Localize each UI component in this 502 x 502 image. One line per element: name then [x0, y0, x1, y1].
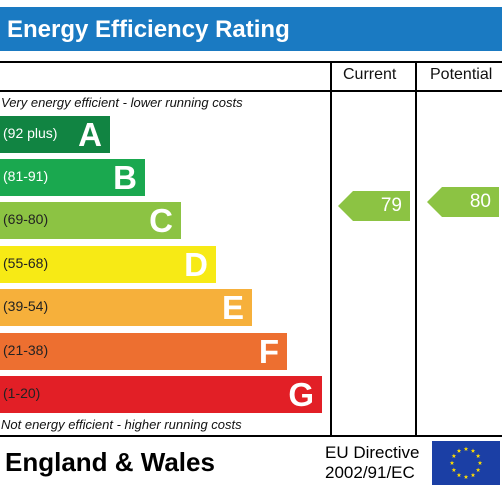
current-rating-value: 79 [380, 195, 402, 216]
eu-star-icon [475, 467, 481, 472]
potential-rating-arrow: 80 [427, 187, 499, 217]
rating-band-c: (69-80) C [0, 202, 181, 239]
eu-star-icon [451, 467, 457, 472]
band-letter: B [113, 159, 137, 196]
eu-flag-icon [432, 441, 500, 485]
eu-star-icon [449, 460, 455, 465]
rating-band-d: (55-68) D [0, 246, 216, 283]
potential-column-divider [415, 61, 417, 437]
eu-star-icon [475, 453, 481, 458]
efficient-note: Very energy efficient - lower running co… [1, 95, 243, 110]
title-bar: Energy Efficiency Rating [0, 7, 502, 51]
eu-star-icon [463, 474, 469, 479]
region-label: England & Wales [5, 447, 215, 477]
band-range: (21-38) [3, 342, 49, 358]
directive-number: 2002/91/EC [325, 463, 415, 482]
inefficient-note: Not energy efficient - higher running co… [1, 417, 242, 432]
band-range: (55-68) [3, 255, 49, 271]
rating-band-f: (21-38) F [0, 333, 287, 370]
band-letter: F [258, 333, 279, 370]
potential-column-header: Potential [430, 66, 493, 83]
band-range: (92 plus) [3, 125, 58, 141]
band-letter: A [78, 116, 102, 153]
band-range: (1-20) [3, 385, 41, 401]
eu-star-icon [456, 448, 462, 453]
band-letter: D [184, 246, 208, 283]
rating-band-b: (81-91) B [0, 159, 145, 196]
page-title: Energy Efficiency Rating [7, 16, 290, 43]
header-divider [0, 90, 502, 92]
band-range: (69-80) [3, 211, 49, 227]
band-letter: E [221, 289, 244, 326]
eu-star-icon [451, 453, 457, 458]
current-column-header: Current [343, 66, 397, 83]
rating-table [0, 61, 502, 437]
rating-band-g: (1-20) G [0, 376, 322, 413]
eu-star-icon [463, 446, 469, 451]
current-rating-arrow: 79 [338, 191, 410, 221]
rating-band-e: (39-54) E [0, 289, 252, 326]
band-range: (81-91) [3, 168, 49, 184]
eu-star-icon [477, 460, 483, 465]
potential-rating-value: 80 [469, 191, 491, 212]
eu-star-icon [470, 448, 476, 453]
band-letter: G [288, 376, 314, 413]
eu-star-icon [470, 472, 476, 478]
band-range: (39-54) [3, 298, 49, 314]
eu-star-icon [456, 472, 462, 478]
band-letter: C [149, 202, 173, 239]
directive-label: EU Directive [325, 443, 420, 462]
current-column-divider [330, 61, 332, 437]
rating-band-a: (92 plus) A [0, 116, 110, 153]
